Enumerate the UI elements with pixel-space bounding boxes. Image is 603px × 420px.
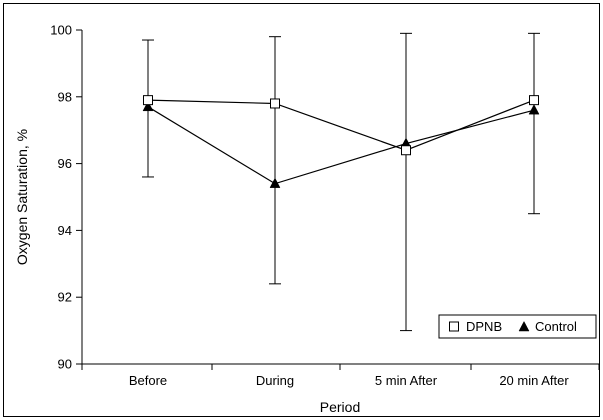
x-tick-label: Before xyxy=(129,373,167,388)
point-dpnb xyxy=(401,145,411,156)
y-tick-label: 90 xyxy=(58,357,72,372)
x-axis-title: Period xyxy=(320,399,360,415)
y-tick-label: 98 xyxy=(58,89,72,104)
y-tick-label: 94 xyxy=(58,223,72,238)
series-markers xyxy=(142,95,540,188)
point-control xyxy=(269,177,281,188)
y-tick-label: 92 xyxy=(58,290,72,305)
x-tick-label: 20 min After xyxy=(499,373,569,388)
y-ticks: 90 92 94 96 98 100 xyxy=(50,23,82,372)
point-control xyxy=(142,100,154,112)
point-dpnb xyxy=(270,98,280,109)
y-axis-title: Oxygen Saturation, % xyxy=(14,129,30,265)
chart-frame xyxy=(3,3,600,417)
legend-box xyxy=(438,314,597,339)
series-lines xyxy=(147,99,535,185)
x-ticks: Before During 5 min After 20 min After xyxy=(81,364,600,388)
legend-label-control: Control xyxy=(535,319,577,334)
series-line-0 xyxy=(147,99,535,151)
y-tick-label: 100 xyxy=(50,23,72,38)
point-control xyxy=(528,104,540,115)
point-dpnb xyxy=(143,95,153,106)
legend-marker-control xyxy=(518,320,530,332)
series-line-1 xyxy=(147,106,535,185)
x-tick-label: During xyxy=(256,373,294,388)
x-tick-label: 5 min After xyxy=(375,373,438,388)
legend-marker-dpnb xyxy=(449,321,459,332)
legend: DPNB Control xyxy=(438,314,597,339)
legend-label-dpnb: DPNB xyxy=(466,319,502,334)
point-dpnb xyxy=(529,95,539,106)
error-bars xyxy=(142,32,540,332)
y-tick-label: 96 xyxy=(58,156,72,171)
